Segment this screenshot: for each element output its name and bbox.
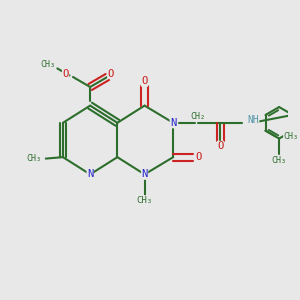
Text: CH₃: CH₃ bbox=[136, 196, 153, 205]
Text: O: O bbox=[108, 68, 114, 79]
Text: N: N bbox=[87, 169, 93, 179]
Text: N: N bbox=[170, 118, 176, 128]
Text: O: O bbox=[62, 68, 69, 79]
Text: CH₃: CH₃ bbox=[26, 154, 41, 163]
Text: CH₃: CH₃ bbox=[272, 155, 287, 164]
Text: CH₃: CH₃ bbox=[41, 60, 56, 69]
Text: NH: NH bbox=[247, 115, 259, 125]
Text: CH₃: CH₃ bbox=[284, 132, 298, 141]
Text: CH₂: CH₂ bbox=[190, 112, 205, 121]
Text: O: O bbox=[196, 152, 202, 162]
Text: O: O bbox=[141, 76, 148, 86]
Text: N: N bbox=[141, 169, 148, 179]
Text: O: O bbox=[217, 141, 224, 151]
